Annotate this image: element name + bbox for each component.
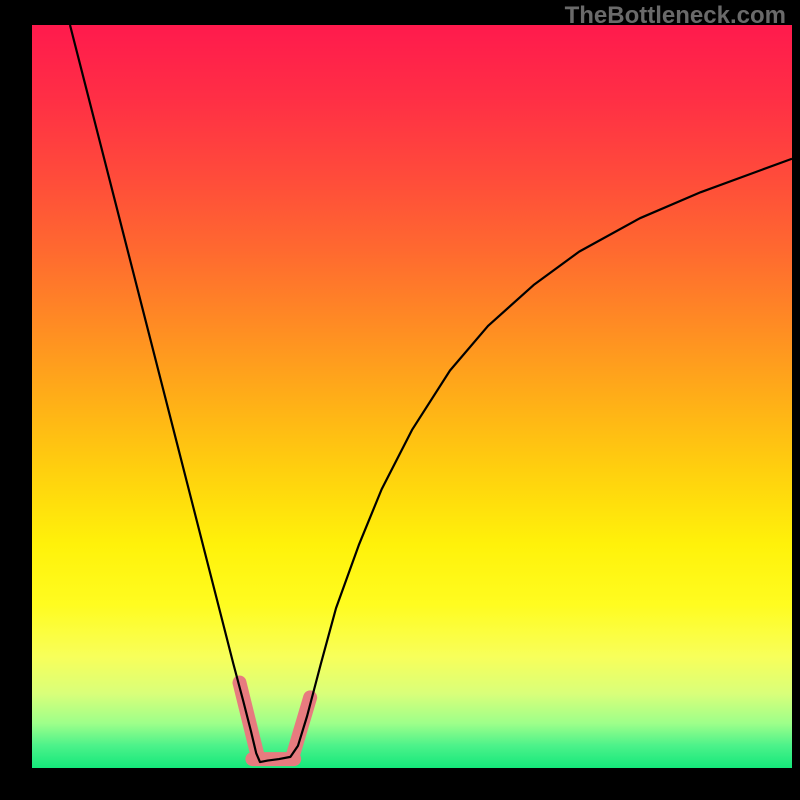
chart-frame: TheBottleneck.com — [0, 0, 800, 800]
curve-layer — [32, 25, 792, 768]
watermark-text: TheBottleneck.com — [565, 2, 786, 30]
plot-area — [32, 25, 792, 768]
bottleneck-curve — [70, 25, 792, 762]
bottleneck-highlight-segment — [293, 697, 310, 756]
